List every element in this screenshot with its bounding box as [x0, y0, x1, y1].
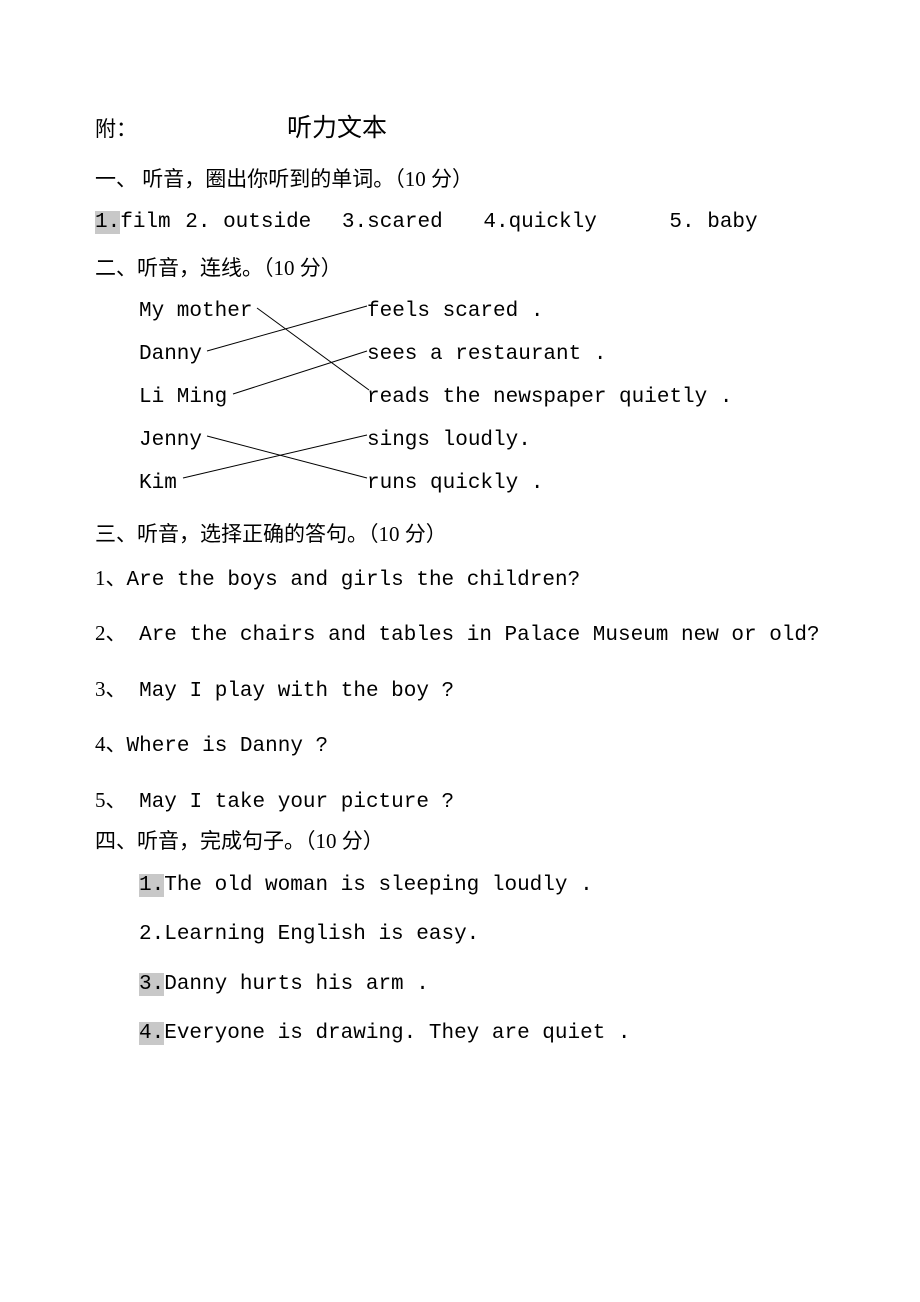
s3-n4: 4、 — [95, 732, 127, 756]
match-right-2: reads the newspaper quietly . — [367, 382, 732, 414]
s1-word-5: baby — [695, 211, 758, 234]
header-label: 附： — [95, 114, 137, 146]
s1-num-5: 5. — [669, 211, 694, 234]
s4-t4: Everyone is drawing. They are quiet . — [164, 1022, 630, 1045]
match-right-3: sings loudly. — [367, 425, 531, 457]
s3-q1: 1、Are the boys and girls the children? — [95, 563, 825, 597]
s4-n4: 4. — [139, 1022, 164, 1045]
s4-t2: Learning English is easy. — [164, 923, 479, 946]
s3-t4: Where is Danny ? — [127, 735, 329, 758]
section1-words: 1.film 2. outside 3.scared 4.quickly 5. … — [95, 207, 825, 239]
section2-text: 二、听音，连线。 — [95, 256, 263, 280]
s3-t1: Are the boys and girls the children? — [127, 569, 581, 592]
s1-num-2: 2. — [185, 211, 210, 234]
s1-word-2: outside — [210, 211, 311, 234]
section2-heading: 二、听音，连线。（10 分） — [95, 253, 825, 285]
s1-num-3: 3. — [342, 211, 367, 234]
s1-word-4: quickly — [509, 211, 597, 234]
s1-num-1: 1. — [95, 211, 120, 234]
s3-n5: 5、 — [95, 788, 127, 812]
s1-num-4: 4. — [483, 211, 508, 234]
section4-score: （10 分） — [305, 829, 384, 853]
s4-n2: 2. — [139, 923, 164, 946]
match-left-3: Jenny — [139, 425, 202, 457]
match-right-4: runs quickly . — [367, 468, 543, 500]
s4-t1: The old woman is sleeping loudly . — [164, 874, 592, 897]
s4-n3: 3. — [139, 973, 164, 996]
section3-score: （10 分） — [368, 522, 447, 546]
s4-n1: 1. — [139, 874, 164, 897]
s3-q2: 2、 Are the chairs and tables in Palace M… — [95, 618, 825, 652]
s3-q4: 4、Where is Danny ? — [95, 729, 825, 763]
match-right-1: sees a restaurant . — [367, 339, 606, 371]
section4-text: 四、听音，完成句子。 — [95, 829, 305, 853]
section2-score: （10 分） — [263, 256, 342, 280]
s3-n2: 2、 — [95, 621, 127, 645]
header: 附： 听力文本 — [95, 110, 825, 148]
s4-q3: 3.Danny hurts his arm . — [139, 969, 825, 1001]
section1-text: 听音，圈出你听到的单词。 — [137, 167, 394, 191]
section1-prefix: 一、 — [95, 167, 137, 191]
match-left-1: Danny — [139, 339, 202, 371]
match-left-0: My mother — [139, 296, 252, 328]
s4-q1: 1.The old woman is sleeping loudly . — [139, 870, 825, 902]
s4-q4: 4.Everyone is drawing. They are quiet . — [139, 1018, 825, 1050]
s3-t5: May I take your picture ? — [127, 791, 455, 814]
matching-block: My mother Danny Li Ming Jenny Kim feels … — [139, 296, 825, 511]
section4-heading: 四、听音，完成句子。（10 分） — [95, 826, 825, 858]
section3-text: 三、听音，选择正确的答句。 — [95, 522, 368, 546]
s3-q3: 3、 May I play with the boy ? — [95, 674, 825, 708]
s4-q2: 2.Learning English is easy. — [139, 919, 825, 951]
section3-heading: 三、听音，选择正确的答句。（10 分） — [95, 519, 825, 551]
header-title: 听力文本 — [287, 110, 387, 148]
s3-n3: 3、 — [95, 677, 127, 701]
section1-score: （10 分） — [394, 167, 473, 191]
s3-q5: 5、 May I take your picture ? — [95, 785, 825, 819]
s3-t3: May I play with the boy ? — [127, 680, 455, 703]
match-right-0: feels scared . — [367, 296, 543, 328]
match-left-2: Li Ming — [139, 382, 227, 414]
match-left-4: Kim — [139, 468, 177, 500]
s4-t3: Danny hurts his arm . — [164, 973, 429, 996]
s1-word-3: scared — [367, 211, 443, 234]
s3-t2: Are the chairs and tables in Palace Muse… — [127, 624, 820, 647]
s3-n1: 1、 — [95, 566, 127, 590]
section1-heading: 一、 听音，圈出你听到的单词。（10 分） — [95, 164, 825, 196]
s1-word-1: film — [120, 211, 170, 234]
